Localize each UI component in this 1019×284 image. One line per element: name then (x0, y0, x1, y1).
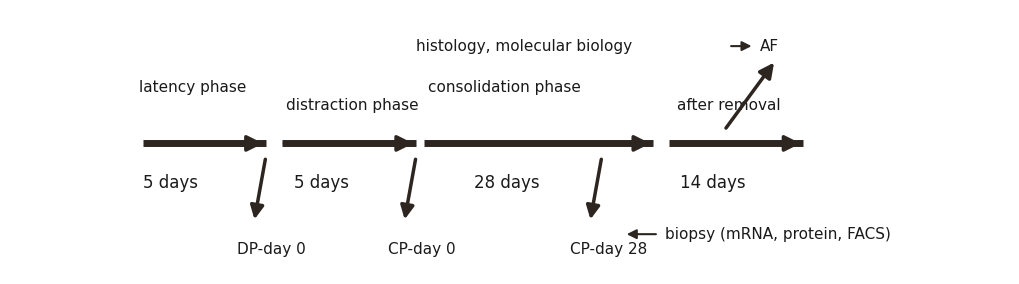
Text: 28 days: 28 days (474, 174, 539, 192)
Text: latency phase: latency phase (140, 80, 247, 95)
Text: distraction phase: distraction phase (285, 98, 418, 113)
Text: after removal: after removal (677, 98, 780, 113)
Text: biopsy (mRNA, protein, FACS): biopsy (mRNA, protein, FACS) (664, 227, 890, 242)
Text: consolidation phase: consolidation phase (428, 80, 580, 95)
Text: CP-day 0: CP-day 0 (388, 242, 455, 257)
Text: 14 days: 14 days (679, 174, 745, 192)
Text: AF: AF (759, 39, 779, 54)
Text: DP-day 0: DP-day 0 (236, 242, 305, 257)
Text: CP-day 28: CP-day 28 (570, 242, 647, 257)
Text: histology, molecular biology: histology, molecular biology (416, 39, 632, 54)
Text: 5 days: 5 days (293, 174, 348, 192)
Text: 5 days: 5 days (144, 174, 199, 192)
